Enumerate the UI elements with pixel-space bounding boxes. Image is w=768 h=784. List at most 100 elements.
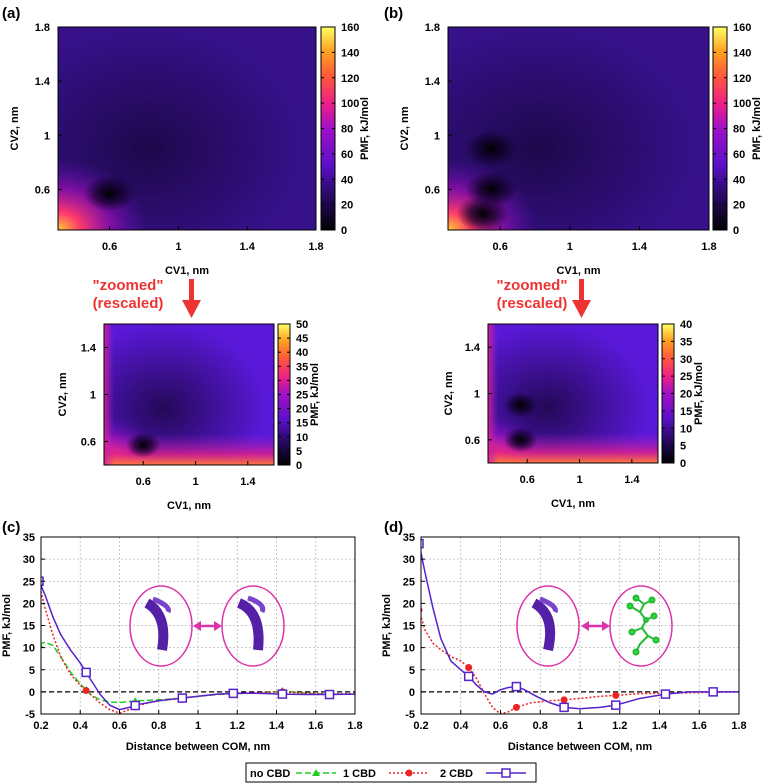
colorbar-tick-label: 35 bbox=[680, 336, 692, 348]
x-tick-label: 0.4 bbox=[73, 720, 89, 732]
y-tick-label: 1.8 bbox=[425, 22, 440, 34]
heatmap-minimum bbox=[83, 175, 136, 212]
y-tick-label: 20 bbox=[23, 598, 35, 610]
data-point bbox=[560, 696, 568, 704]
y-axis-label: PMF, kJ/mol bbox=[381, 594, 393, 657]
y-axis-label: CV2, nm bbox=[399, 106, 411, 150]
y-tick-label: 30 bbox=[23, 554, 35, 566]
zoom-annotation-a-line2: (rescaled) bbox=[93, 295, 164, 312]
heatmap-field-overlay bbox=[488, 324, 658, 463]
y-tick-label: 0.6 bbox=[35, 184, 50, 196]
y-tick-label: 1 bbox=[44, 130, 50, 142]
x-tick-label: 1.2 bbox=[612, 720, 627, 732]
colorbar-tick-label: 30 bbox=[296, 375, 308, 387]
heatmap-frame bbox=[57, 26, 317, 231]
heatmap-a-zoom: 0.6 1 1.4 0.6 1 1.4 CV1, nm CV2, nm 0 5 10 15 20 25 30… bbox=[57, 319, 321, 512]
colorbar-tick-label: 20 bbox=[733, 200, 745, 212]
data-point bbox=[559, 702, 569, 713]
x-tick-label: 1 bbox=[567, 241, 573, 253]
x-tick-label: 0.2 bbox=[413, 720, 428, 732]
y-tick-label: 1.4 bbox=[35, 76, 51, 88]
x-tick-label: 1.6 bbox=[308, 720, 323, 732]
line-chart-d: 0.2 0.4 0.6 0.8 1 1.2 1.4 1.6 1.8 -5 0 5 10 15 20 25 30 3… bbox=[381, 532, 747, 753]
data-point bbox=[177, 693, 188, 703]
zoom-annotation-b-line1: "zoomed" bbox=[497, 277, 568, 294]
double-arrow-icon bbox=[193, 621, 201, 631]
y-tick-label: 1 bbox=[434, 130, 440, 142]
series-group bbox=[421, 538, 739, 714]
data-point bbox=[82, 687, 90, 695]
colorbar-tick-label: 120 bbox=[341, 73, 359, 85]
legend: no CBD 1 CBD 2 CBD bbox=[245, 762, 537, 783]
y-tick-label: 1.4 bbox=[425, 76, 441, 88]
colorbar-tick-label: 100 bbox=[341, 98, 359, 110]
cbd-molecule-icon bbox=[626, 594, 660, 656]
data-point bbox=[611, 700, 621, 710]
data-point bbox=[612, 691, 620, 699]
x-tick-label: 0.6 bbox=[102, 241, 117, 253]
series-line-1-cbd bbox=[41, 588, 355, 714]
colorbar-tick-label: 80 bbox=[733, 124, 745, 136]
y-tick-label: 5 bbox=[409, 665, 415, 677]
y-tick-label: 35 bbox=[403, 532, 415, 544]
protein-fragment-icon bbox=[236, 598, 264, 651]
x-tick-label: 0.6 bbox=[520, 474, 535, 486]
y-tick-label: 0 bbox=[409, 687, 415, 699]
y-tick-label: -5 bbox=[405, 709, 415, 721]
y-tick-label: 25 bbox=[403, 576, 415, 588]
heatmap-field-overlay bbox=[104, 324, 274, 465]
colorbar: 0 20 40 60 80 100 120 140 160 PMF, kJ/mol bbox=[712, 22, 763, 237]
protein-fragment-icon bbox=[144, 598, 169, 651]
y-tick-label: 0.6 bbox=[465, 435, 480, 447]
x-tick-label: 0.6 bbox=[493, 720, 508, 732]
data-point bbox=[312, 769, 320, 776]
series-group bbox=[41, 576, 355, 714]
data-point bbox=[421, 538, 424, 549]
x-tick-label: 1.8 bbox=[308, 241, 323, 253]
colorbar-tick-label: 100 bbox=[733, 98, 751, 110]
y-tick-label: 15 bbox=[403, 621, 415, 633]
y-tick-label: 0 bbox=[29, 687, 35, 699]
data-point bbox=[501, 768, 511, 778]
x-tick-label: 0.6 bbox=[136, 476, 151, 488]
y-tick-label: 10 bbox=[23, 643, 35, 655]
protein-fragment-icon bbox=[539, 596, 558, 614]
x-axis-label: CV1, nm bbox=[551, 498, 595, 510]
panel-label-a: (a) bbox=[2, 5, 20, 22]
x-tick-label: 1 bbox=[577, 720, 583, 732]
zoom-arrow-b bbox=[572, 279, 591, 318]
heatmap-frame bbox=[447, 26, 710, 231]
data-point bbox=[511, 681, 522, 692]
colorbar: 0 5 10 15 20 25 30 35 40 PMF, kJ/mol bbox=[661, 319, 705, 470]
colorbar-tick-label: 60 bbox=[341, 149, 353, 161]
inset-d bbox=[516, 585, 673, 667]
y-tick-label: 1.8 bbox=[35, 22, 50, 34]
colorbar-label: PMF, kJ/mol bbox=[359, 97, 371, 160]
panel-label-b: (b) bbox=[384, 5, 403, 22]
y-tick-label: -5 bbox=[25, 709, 35, 721]
y-tick-label: 1 bbox=[90, 390, 96, 402]
x-tick-label: 1.4 bbox=[632, 241, 648, 253]
inset-ellipse-left bbox=[516, 585, 580, 667]
double-arrow-icon bbox=[214, 621, 222, 631]
colorbar-label: PMF, kJ/mol bbox=[751, 97, 763, 160]
y-tick-label: 1.4 bbox=[465, 342, 481, 354]
colorbar-label: PMF, kJ/mol bbox=[309, 363, 321, 426]
y-axis-label: CV2, nm bbox=[9, 106, 21, 150]
heatmap-minimum bbox=[503, 427, 538, 453]
y-tick-label: 0.6 bbox=[425, 184, 440, 196]
colorbar-tick-label: 25 bbox=[680, 371, 692, 383]
data-point bbox=[277, 689, 288, 699]
x-tick-label: 0.8 bbox=[151, 720, 166, 732]
line-chart-c: 0.2 0.4 0.6 0.8 1 1.2 1.4 1.6 1.8 -5 0 5 10 15 20 25 30 3… bbox=[1, 532, 363, 753]
x-tick-label: 1.2 bbox=[230, 720, 245, 732]
colorbar-tick-label: 160 bbox=[733, 22, 751, 34]
colorbar-tick-label: 140 bbox=[733, 47, 751, 59]
data-point bbox=[130, 700, 140, 711]
protein-fragment-icon bbox=[247, 595, 266, 614]
colorbar-tick-label: 20 bbox=[341, 200, 353, 212]
x-tick-label: 1.8 bbox=[347, 720, 362, 732]
colorbar-tick-label: 45 bbox=[296, 333, 308, 345]
data-point bbox=[405, 769, 413, 777]
legend-label: 2 CBD bbox=[440, 768, 473, 780]
